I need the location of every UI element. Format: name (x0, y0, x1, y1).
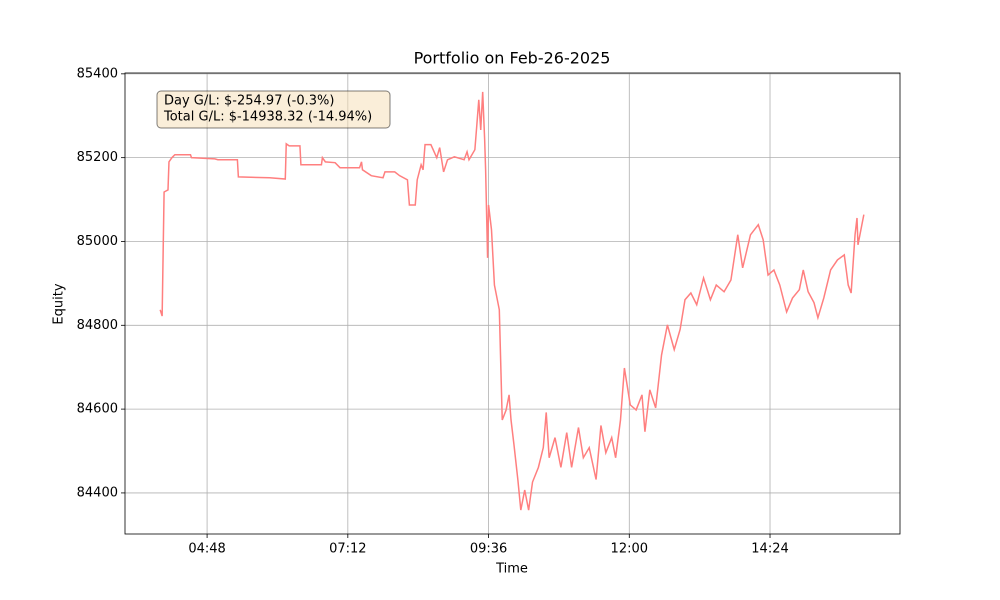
x-tick-label: 12:00 (611, 542, 648, 557)
y-axis-label: Equity (52, 283, 67, 324)
series-line (159, 91, 865, 511)
x-tick-label: 14:24 (751, 542, 788, 557)
x-tick-label: 04:48 (188, 542, 225, 557)
y-tick-label: 85000 (77, 234, 118, 249)
x-axis-label: Time (495, 562, 528, 577)
y-tick-label: 85400 (77, 66, 118, 81)
annotation-box (156, 90, 391, 129)
y-tick-label: 84400 (77, 485, 118, 500)
y-tick-label: 85200 (77, 150, 118, 165)
x-tick-label: 09:36 (470, 542, 507, 557)
annotation-line: Day G/L: $-254.97 (-0.3%) (164, 94, 334, 109)
y-tick-label: 84800 (77, 318, 118, 333)
y-tick-label: 84600 (77, 402, 118, 417)
annotation-line: Total G/L: $-14938.32 (-14.94%) (163, 110, 372, 125)
plot-area (125, 73, 900, 534)
axes-frame (124, 72, 901, 535)
x-tick-label: 07:12 (329, 542, 366, 557)
chart-title: Portfolio on Feb-26-2025 (414, 49, 611, 68)
